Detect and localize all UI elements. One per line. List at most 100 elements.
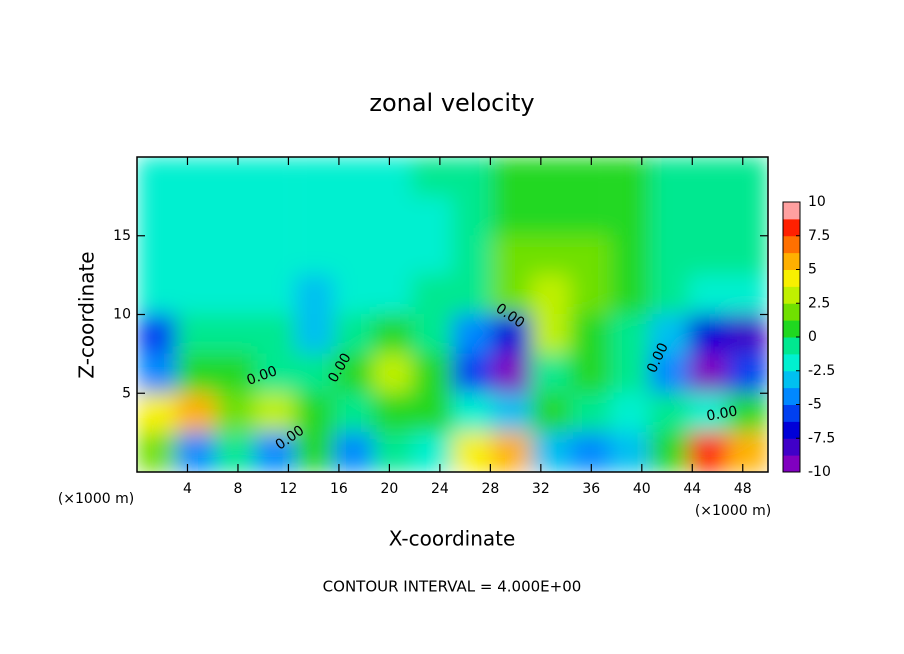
- field-cell: [649, 195, 690, 237]
- field-cell: [569, 392, 611, 434]
- field-cell: [215, 195, 256, 237]
- field-cell: [688, 353, 729, 394]
- field-cell: [137, 392, 178, 434]
- colorbar-band: [783, 202, 800, 220]
- field-cell: [215, 314, 256, 355]
- field-cell: [727, 353, 768, 394]
- colorbar-band: [783, 303, 800, 321]
- field-cell: [412, 353, 453, 394]
- field-cell: [294, 274, 336, 315]
- x-tick-label: 16: [330, 481, 348, 497]
- field-cell: [137, 157, 178, 197]
- field-cell: [688, 235, 729, 276]
- x-tick-label: 20: [380, 481, 398, 497]
- colorbar-tick-label: 10: [808, 194, 826, 210]
- field-cell: [452, 274, 493, 315]
- field-cell: [294, 432, 336, 472]
- field-cell: [727, 314, 768, 355]
- colorbar-band: [783, 337, 800, 355]
- field-cell: [137, 274, 178, 315]
- field-cell: [649, 274, 690, 315]
- field-cell: [569, 235, 611, 276]
- field-cell: [372, 157, 414, 197]
- field-cell: [688, 314, 729, 355]
- y-tick-label: 10: [113, 307, 131, 323]
- x-tick-label: 44: [683, 481, 701, 497]
- field-cell: [688, 157, 729, 197]
- field-cell: [569, 157, 611, 197]
- colorbar-band: [783, 269, 800, 287]
- field-cell: [176, 157, 217, 197]
- field-cell: [254, 235, 295, 276]
- field-cell: [727, 392, 768, 434]
- colorbar-band: [783, 387, 800, 405]
- field-cell: [491, 392, 533, 434]
- field-cell: [176, 392, 217, 434]
- field-cell: [649, 157, 690, 197]
- field-cell: [649, 432, 690, 472]
- field-cell: [412, 274, 453, 315]
- colorbar-tick-label: 2.5: [808, 295, 830, 311]
- field-clip: [137, 157, 768, 472]
- field: [137, 157, 768, 472]
- field-cell: [727, 235, 768, 276]
- x-tick-label: 32: [532, 481, 550, 497]
- colorbar-band: [783, 286, 800, 304]
- x-tick-label: 8: [233, 481, 242, 497]
- field-cell: [254, 195, 295, 237]
- x-tick-label: 4: [183, 481, 192, 497]
- field-cell: [215, 353, 256, 394]
- field-cell: [491, 432, 533, 472]
- field-cell: [491, 314, 533, 355]
- field-cell: [333, 353, 375, 394]
- colorbar-band: [783, 421, 800, 439]
- x-tick-label: 48: [734, 481, 752, 497]
- field-cell: [372, 353, 414, 394]
- field-cell: [452, 392, 493, 434]
- colorbar-tick-label: -7.5: [808, 430, 835, 446]
- field-cell: [294, 235, 336, 276]
- x-tick-label: 28: [481, 481, 499, 497]
- colorbar-band: [783, 320, 800, 338]
- y-unit-label: (×1000 m): [58, 491, 134, 507]
- field-cell: [610, 392, 651, 434]
- field-cell: [333, 235, 375, 276]
- field-cell: [610, 432, 651, 472]
- field-cell: [569, 353, 611, 394]
- field-cell: [176, 195, 217, 237]
- field-cell: [610, 274, 651, 315]
- field-cell: [610, 235, 651, 276]
- field-cell: [530, 235, 572, 276]
- field-cell: [333, 195, 375, 237]
- field-cell: [215, 432, 256, 472]
- x-tick-label: 40: [633, 481, 651, 497]
- field-cell: [294, 353, 336, 394]
- x-tick-label: 12: [280, 481, 298, 497]
- field-cell: [372, 432, 414, 472]
- colorbar-band: [783, 235, 800, 254]
- field-cell: [333, 314, 375, 355]
- colorbar-band: [783, 455, 800, 473]
- field-cell: [491, 235, 533, 276]
- field-cell: [530, 392, 572, 434]
- colorbar-band: [783, 353, 800, 372]
- field-cell: [452, 314, 493, 355]
- field-cell: [333, 432, 375, 472]
- colorbar-band: [783, 438, 800, 456]
- field-cell: [610, 195, 651, 237]
- field-cell: [254, 392, 295, 434]
- field-cell: [491, 274, 533, 315]
- field-cell: [569, 432, 611, 472]
- colorbar-tick-label: 5: [808, 262, 817, 278]
- field-cell: [727, 274, 768, 315]
- field-cell: [333, 392, 375, 434]
- field-cell: [649, 235, 690, 276]
- chart-title: zonal velocity: [369, 89, 534, 117]
- field-cell: [530, 157, 572, 197]
- footer: CONTOUR INTERVAL = 4.000E+00: [323, 578, 582, 596]
- field-cell: [452, 195, 493, 237]
- field-cell: [254, 353, 295, 394]
- field-cell: [215, 392, 256, 434]
- field-cell: [452, 353, 493, 394]
